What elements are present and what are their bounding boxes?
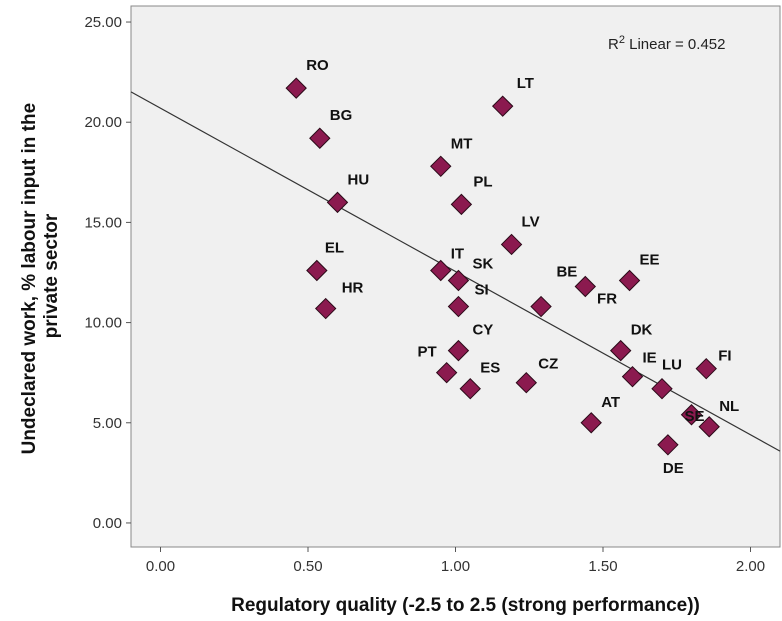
r2-prefix: R xyxy=(608,36,619,53)
point-label-hu: HU xyxy=(348,171,370,188)
y-tick-label: 0.00 xyxy=(93,515,122,532)
r2-annotation: R2 Linear = 0.452 xyxy=(608,34,725,53)
y-tick-label: 15.00 xyxy=(84,214,122,231)
point-label-hr: HR xyxy=(342,280,364,297)
y-axis: 0.00 5.00 10.00 15.00 20.00 25.00 xyxy=(84,14,131,532)
data-point-mt xyxy=(430,155,452,178)
point-label-pl: PL xyxy=(473,173,492,190)
data-point-cy xyxy=(447,339,470,362)
r2-superscript: 2 xyxy=(619,34,625,46)
data-points: RO BG HU EL HR MT PL LT LV IT SK SI CY PT ES CZ BE FR EE DK… xyxy=(285,57,739,477)
x-tick-label: 1.50 xyxy=(588,558,617,575)
x-axis: 0.00 0.50 1.00 1.50 2.00 xyxy=(146,547,765,575)
point-label-lt: LT xyxy=(517,75,534,92)
data-point-si xyxy=(447,295,470,318)
point-label-nl: NL xyxy=(719,398,739,415)
y-tick-label: 10.00 xyxy=(84,315,122,332)
data-point-el xyxy=(306,259,328,282)
point-label-at: AT xyxy=(601,394,620,411)
data-point-hu xyxy=(326,191,349,214)
point-label-fi: FI xyxy=(718,348,731,365)
data-point-es xyxy=(459,378,481,400)
data-point-lt xyxy=(491,95,514,117)
point-label-bg: BG xyxy=(330,107,353,124)
y-tick-label: 5.00 xyxy=(93,415,122,432)
point-label-lv: LV xyxy=(522,213,540,230)
data-point-ro xyxy=(285,77,307,99)
data-point-fi xyxy=(695,357,717,380)
data-point-se xyxy=(680,404,703,426)
data-point-sk xyxy=(447,269,470,292)
point-label-se: SE xyxy=(685,408,705,425)
data-point-ee xyxy=(618,269,641,292)
point-label-ro: RO xyxy=(306,57,329,74)
linear-fit-line xyxy=(130,91,781,452)
data-point-be xyxy=(574,275,597,298)
data-point-it xyxy=(430,259,452,282)
point-label-el: EL xyxy=(325,239,344,256)
y-tick-label: 20.00 xyxy=(84,114,122,131)
data-point-hr xyxy=(314,297,337,320)
point-label-cy: CY xyxy=(472,322,493,339)
point-label-be: BE xyxy=(556,264,577,281)
point-label-ie: IE xyxy=(643,350,657,367)
y-axis-title-line-2: private sector xyxy=(41,213,62,338)
data-point-cz xyxy=(515,371,538,394)
data-point-ie xyxy=(621,365,644,388)
y-tick-label: 25.00 xyxy=(84,14,122,31)
y-axis-title: Undeclared work, % labour input in the p… xyxy=(19,98,62,455)
y-axis-title-line-1: Undeclared work, % labour input in the xyxy=(19,103,40,455)
x-axis-title: Regulatory quality (-2.5 to 2.5 (strong … xyxy=(231,595,700,616)
point-label-es: ES xyxy=(480,360,500,377)
point-label-cz: CZ xyxy=(538,356,558,373)
point-label-sk: SK xyxy=(472,256,493,273)
point-label-si: SI xyxy=(474,282,488,299)
data-point-at xyxy=(580,412,602,434)
point-label-lu: LU xyxy=(662,357,682,374)
x-tick-label: 2.00 xyxy=(736,558,765,575)
data-point-dk xyxy=(609,339,632,362)
r2-text: Linear = 0.452 xyxy=(625,36,726,53)
data-point-de xyxy=(657,434,679,456)
point-label-ee: EE xyxy=(640,252,660,269)
point-label-mt: MT xyxy=(451,135,473,152)
data-point-lv xyxy=(500,233,523,256)
data-point-bg xyxy=(309,127,331,149)
point-label-pt: PT xyxy=(417,344,436,361)
x-tick-label: 0.00 xyxy=(146,558,175,575)
data-point-pl xyxy=(450,193,473,216)
data-point-lu xyxy=(651,378,673,400)
point-label-it: IT xyxy=(451,245,464,262)
x-tick-label: 0.50 xyxy=(293,558,322,575)
point-label-de: DE xyxy=(663,460,684,477)
data-point-pt xyxy=(435,361,458,384)
x-tick-label: 1.00 xyxy=(441,558,470,575)
point-label-fr: FR xyxy=(597,291,617,308)
point-label-dk: DK xyxy=(631,322,653,339)
data-point-nl xyxy=(698,416,720,438)
data-point-fr xyxy=(530,295,552,318)
